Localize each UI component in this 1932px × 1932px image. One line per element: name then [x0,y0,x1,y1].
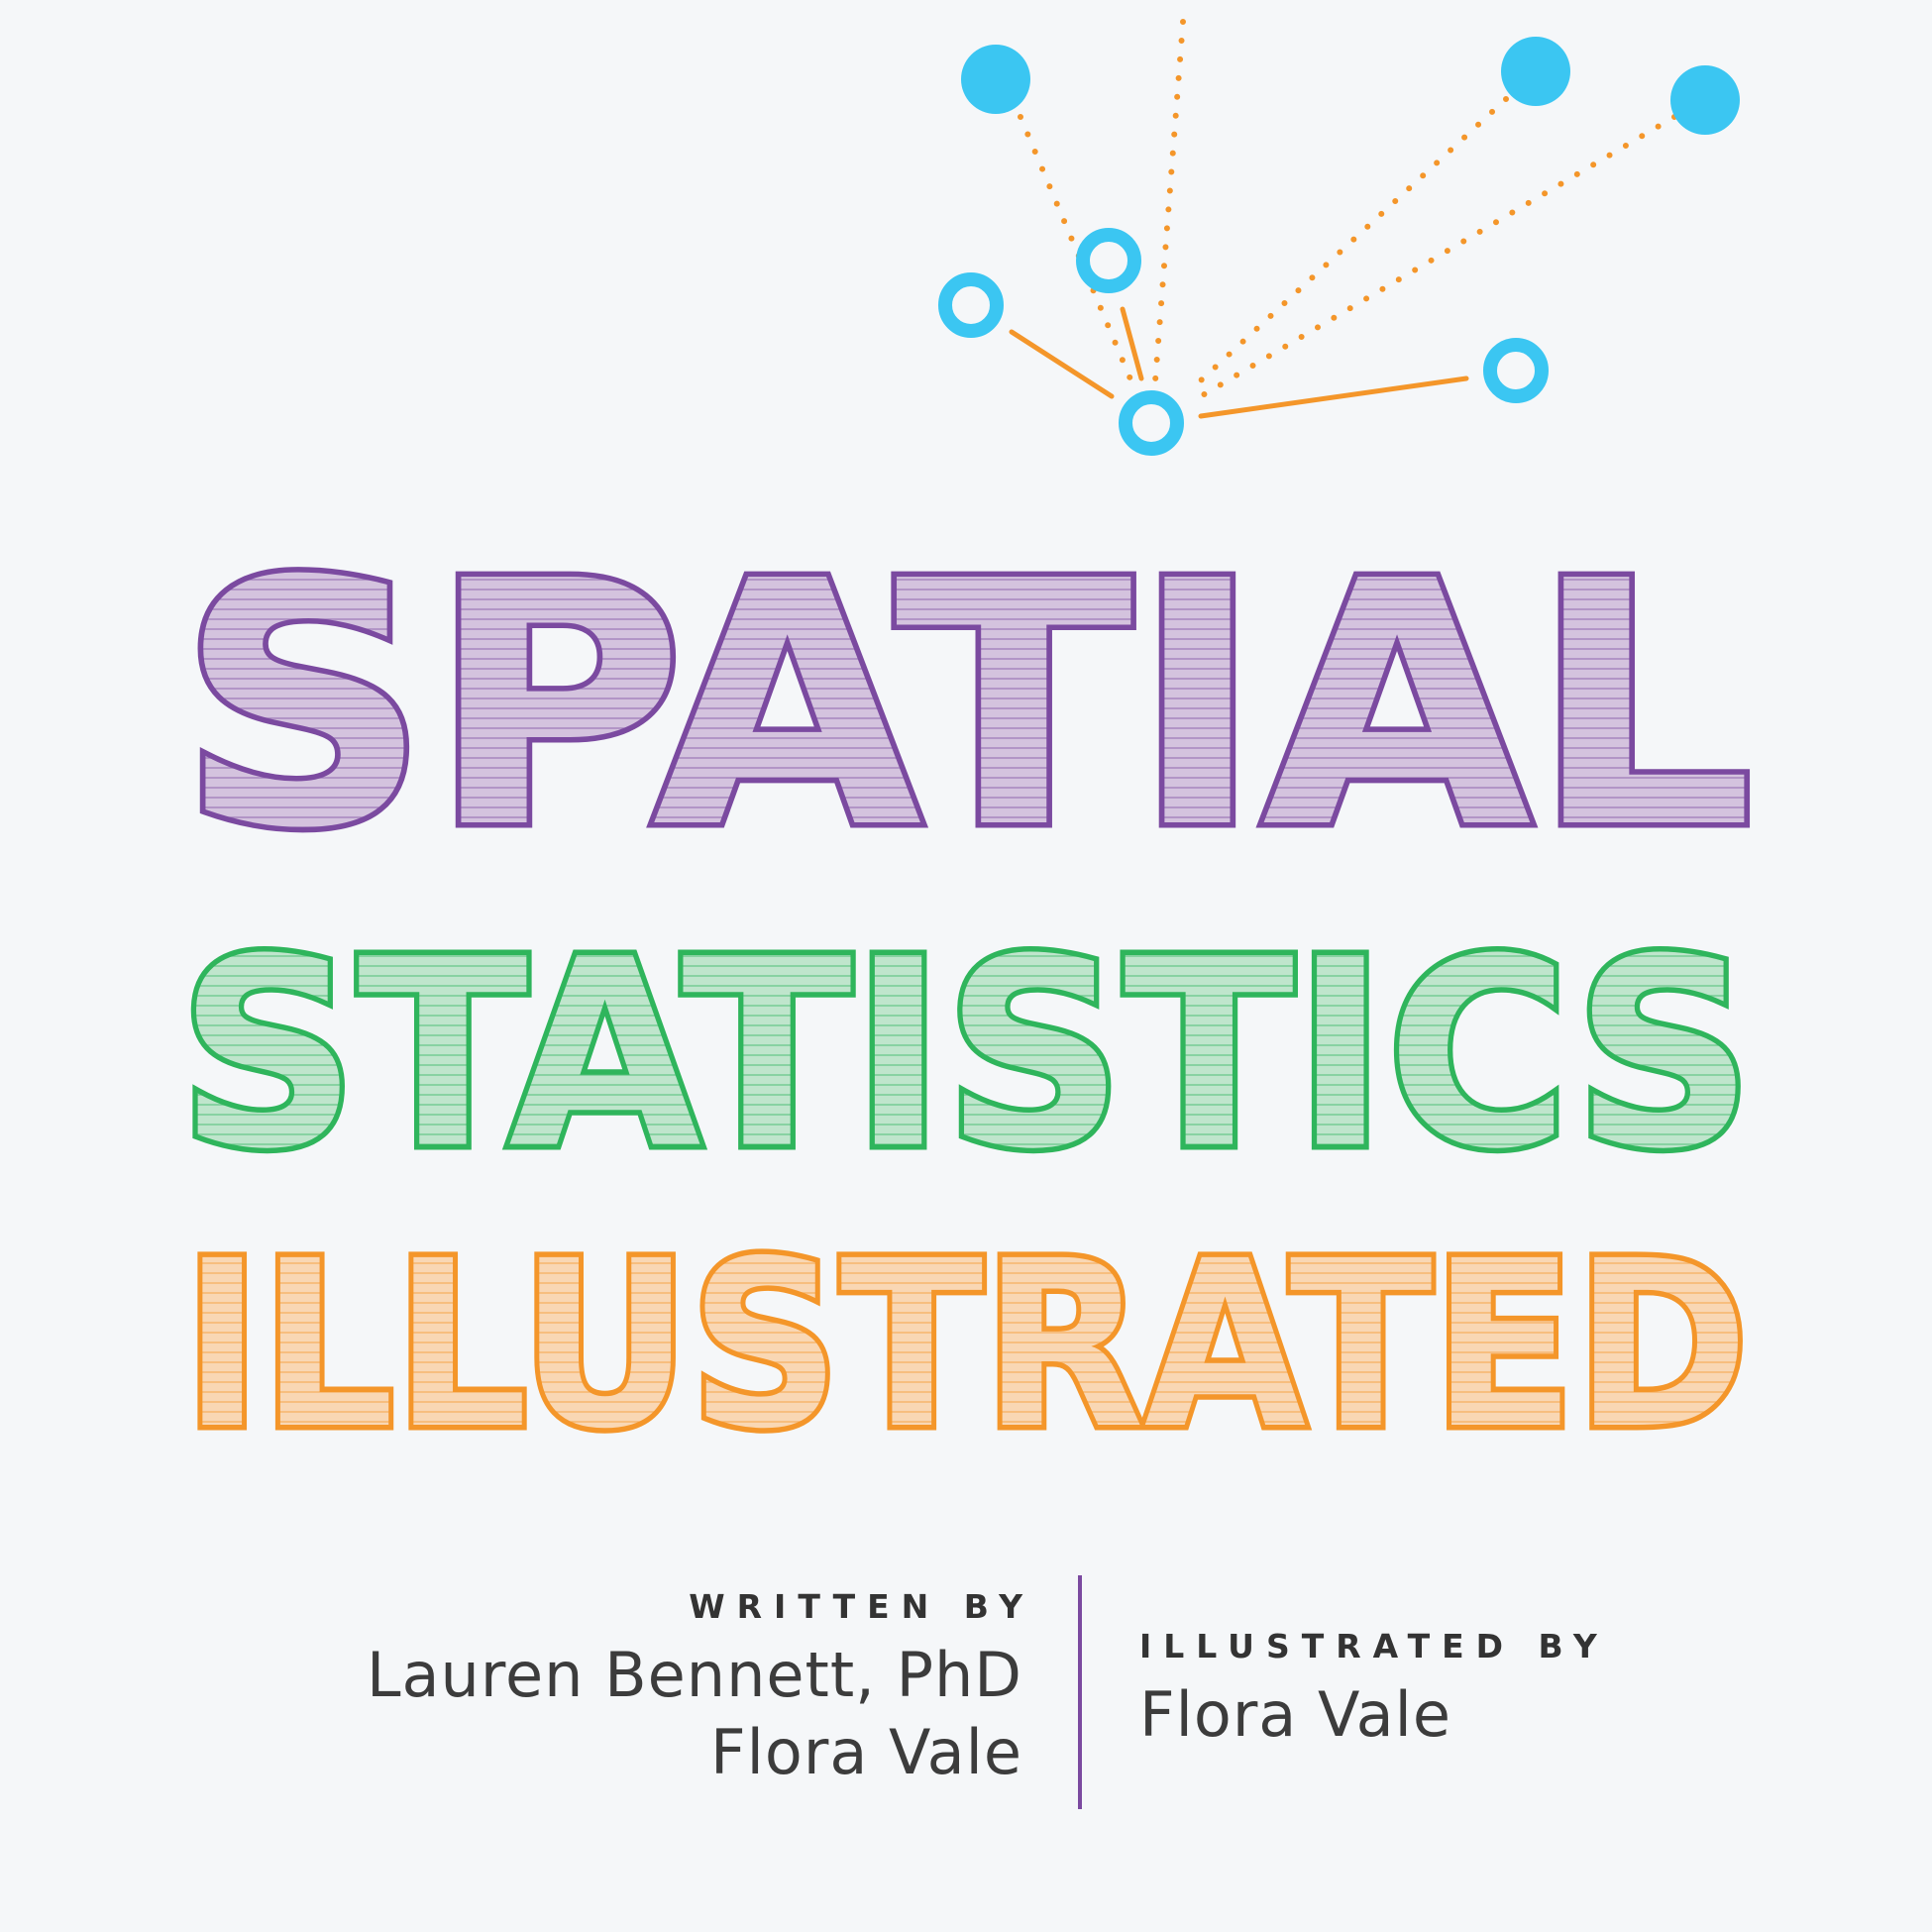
illustrator-list: Flora Vale [1139,1676,1609,1754]
dotted-link [1152,19,1186,384]
network-graphic [938,19,1740,456]
dotted-link [1018,114,1134,384]
ring-node [1483,338,1549,403]
author-list: Lauren Bennett, PhD Flora Vale [367,1637,1022,1791]
ring-node [1119,390,1184,456]
title-line-spatial: SPATIAL [178,510,1754,903]
written-by-block: WRITTEN BY Lauren Bennett, PhD Flora Val… [367,1590,1022,1791]
written-by-label: WRITTEN BY [689,1587,1034,1626]
illustrator-name: Flora Vale [1139,1678,1451,1751]
filled-node [1670,65,1740,135]
ring-node [938,272,1004,338]
dotted-link [1186,96,1509,394]
illustrated-by-label: ILLUSTRATED BY [1139,1627,1609,1665]
ring-node [1076,228,1141,293]
dotted-link [1198,114,1677,399]
author-name: Lauren Bennett, PhD [367,1639,1022,1711]
title-line-illustrated: ILLUSTRATED [183,1212,1749,1479]
illustrated-by-block: ILLUSTRATED BY Flora Vale [1139,1630,1609,1754]
title-line-statistics: STATISTICS [178,904,1754,1206]
solid-link [1120,306,1144,381]
solid-link [1009,329,1115,399]
filled-node [961,45,1030,114]
author-name: Flora Vale [710,1716,1022,1788]
credits-divider [1078,1575,1082,1809]
book-title: SPATIAL STATISTICS ILLUSTRATED [173,505,1760,1485]
filled-node [1501,37,1570,106]
solid-link [1198,376,1469,419]
